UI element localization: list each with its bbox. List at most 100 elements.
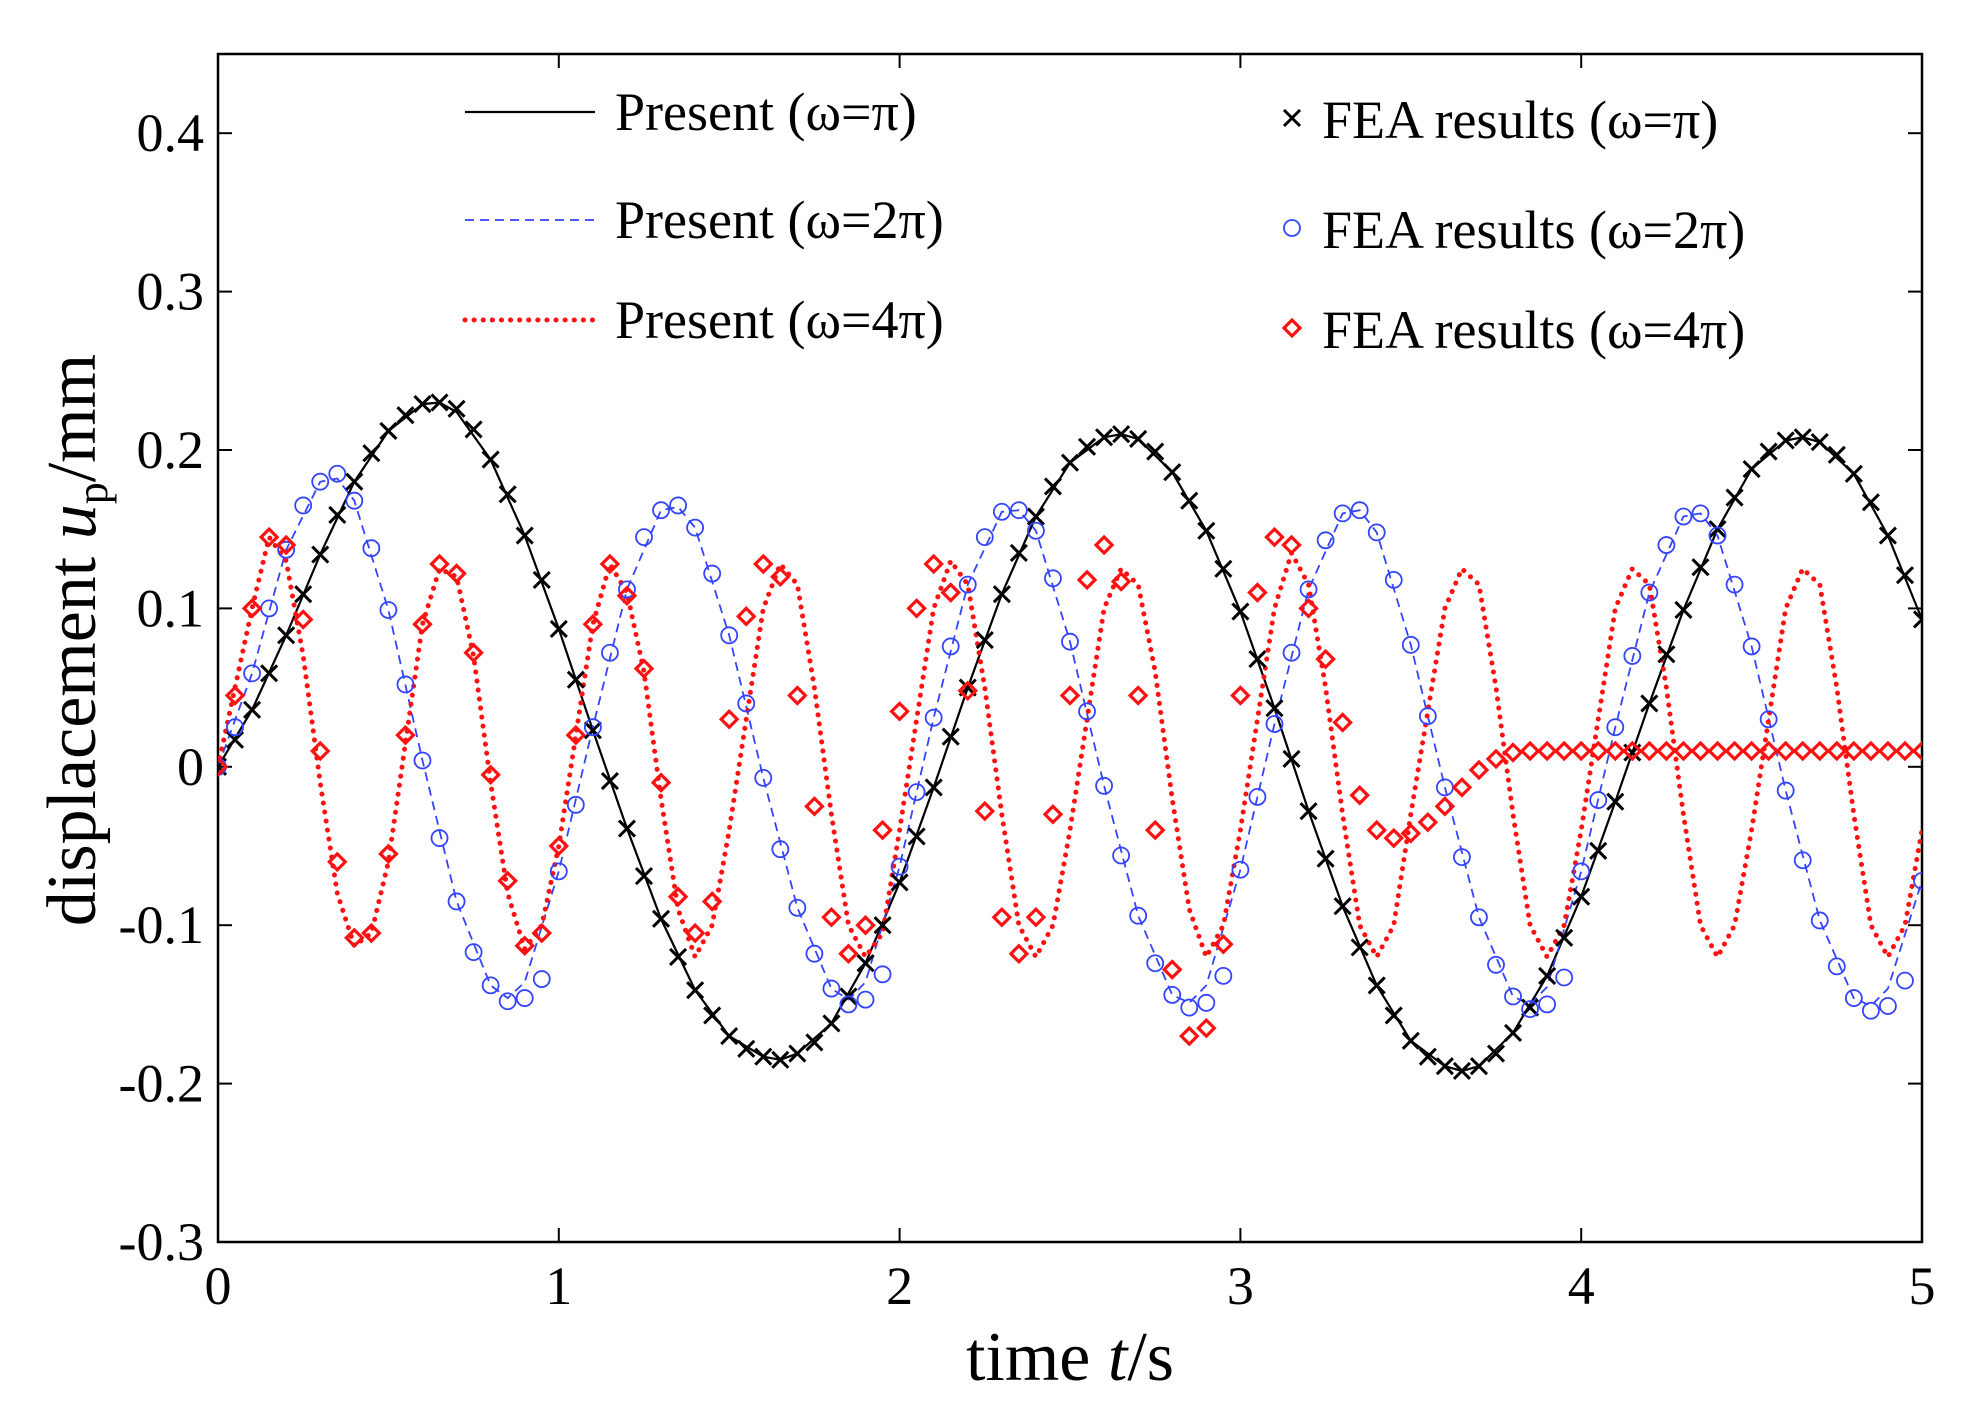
series-line-0 — [218, 401, 1922, 1072]
data-point — [294, 585, 313, 604]
legend-line-label: Present (ω=π) — [615, 82, 917, 142]
data-point — [924, 778, 943, 797]
data-point — [515, 526, 534, 545]
data-point — [1810, 433, 1829, 452]
data-point — [635, 528, 653, 547]
data-point — [1690, 740, 1711, 762]
data-point — [1725, 575, 1744, 594]
data-point — [1093, 534, 1115, 556]
x-tick-label: 2 — [886, 1256, 913, 1316]
data-point — [1383, 827, 1405, 849]
data-point — [1112, 425, 1131, 444]
data-point — [429, 553, 450, 575]
data-point — [855, 914, 876, 936]
data-point — [1009, 501, 1028, 520]
data-point — [480, 764, 501, 785]
data-point — [1657, 536, 1676, 554]
data-point — [463, 642, 484, 664]
data-point — [754, 1047, 773, 1066]
data-point — [1400, 823, 1422, 844]
data-point — [1759, 442, 1778, 461]
data-point — [771, 1050, 790, 1069]
data-point — [856, 990, 875, 1009]
data-point — [1179, 1025, 1200, 1047]
x-axis-title: time t/s — [966, 1319, 1174, 1396]
data-point — [907, 827, 926, 846]
data-point — [1911, 740, 1922, 762]
x-tick-label: 1 — [545, 1256, 572, 1316]
data-point — [582, 613, 604, 635]
data-point — [1451, 777, 1473, 798]
data-point — [1589, 791, 1608, 809]
data-point — [1606, 718, 1625, 737]
data-point — [1316, 849, 1335, 868]
data-point — [600, 771, 619, 791]
data-point — [974, 800, 996, 822]
legend-line-label: Present (ω=4π) — [615, 290, 944, 350]
data-point — [464, 943, 483, 962]
data-point — [498, 992, 517, 1011]
data-point — [957, 680, 979, 702]
data-point — [344, 927, 365, 949]
data-point — [464, 420, 483, 439]
data-point — [1877, 740, 1899, 762]
data-point — [718, 709, 740, 730]
data-point — [890, 873, 909, 892]
data-point — [1485, 748, 1507, 770]
data-point — [821, 907, 842, 928]
data-point — [260, 664, 279, 683]
data-point — [1759, 710, 1778, 729]
data-point — [277, 626, 296, 645]
y-tick-label: 0 — [177, 737, 204, 797]
data-point — [1418, 707, 1437, 726]
data-point — [531, 922, 553, 944]
series-markers-5 — [218, 526, 1922, 1047]
data-point — [1078, 702, 1096, 721]
data-point — [549, 619, 568, 639]
data-point — [1587, 740, 1609, 762]
data-point — [1146, 954, 1165, 973]
data-point — [1163, 985, 1182, 1004]
data-point — [1281, 534, 1302, 556]
data-point — [362, 444, 381, 463]
data-point — [378, 843, 399, 865]
data-point — [1691, 558, 1710, 577]
data-point — [566, 670, 585, 689]
data-point — [548, 835, 570, 857]
data-point — [1844, 464, 1863, 483]
data-point — [258, 526, 280, 548]
data-point — [1265, 715, 1284, 733]
data-point — [1366, 819, 1387, 841]
y-tick-label: 0.3 — [137, 262, 205, 322]
data-point — [1538, 966, 1557, 985]
data-point — [1435, 1057, 1454, 1076]
data-point — [686, 518, 705, 537]
data-point — [975, 528, 994, 547]
plot-area — [218, 393, 1922, 1080]
data-point — [241, 598, 263, 619]
data-point — [1725, 488, 1744, 507]
data-point — [328, 464, 347, 483]
data-point — [822, 1014, 841, 1033]
data-point — [822, 979, 841, 998]
data-point — [1009, 543, 1028, 563]
data-point — [737, 694, 756, 713]
data-point — [430, 829, 449, 847]
data-point — [1640, 694, 1659, 713]
data-point — [599, 553, 621, 575]
data-point — [1758, 740, 1779, 762]
data-point — [1741, 740, 1762, 762]
data-point — [1844, 989, 1863, 1007]
data-point — [992, 585, 1011, 604]
legend-line-label: Present (ω=2π) — [615, 190, 944, 250]
data-point — [839, 995, 858, 1014]
data-point — [1299, 580, 1318, 599]
data-point — [361, 922, 382, 944]
data-point — [924, 708, 943, 727]
data-point — [1384, 570, 1403, 589]
data-point — [311, 472, 330, 491]
data-point — [616, 585, 638, 606]
data-point — [1691, 504, 1710, 523]
data-point — [1912, 610, 1922, 629]
data-point — [720, 626, 739, 645]
